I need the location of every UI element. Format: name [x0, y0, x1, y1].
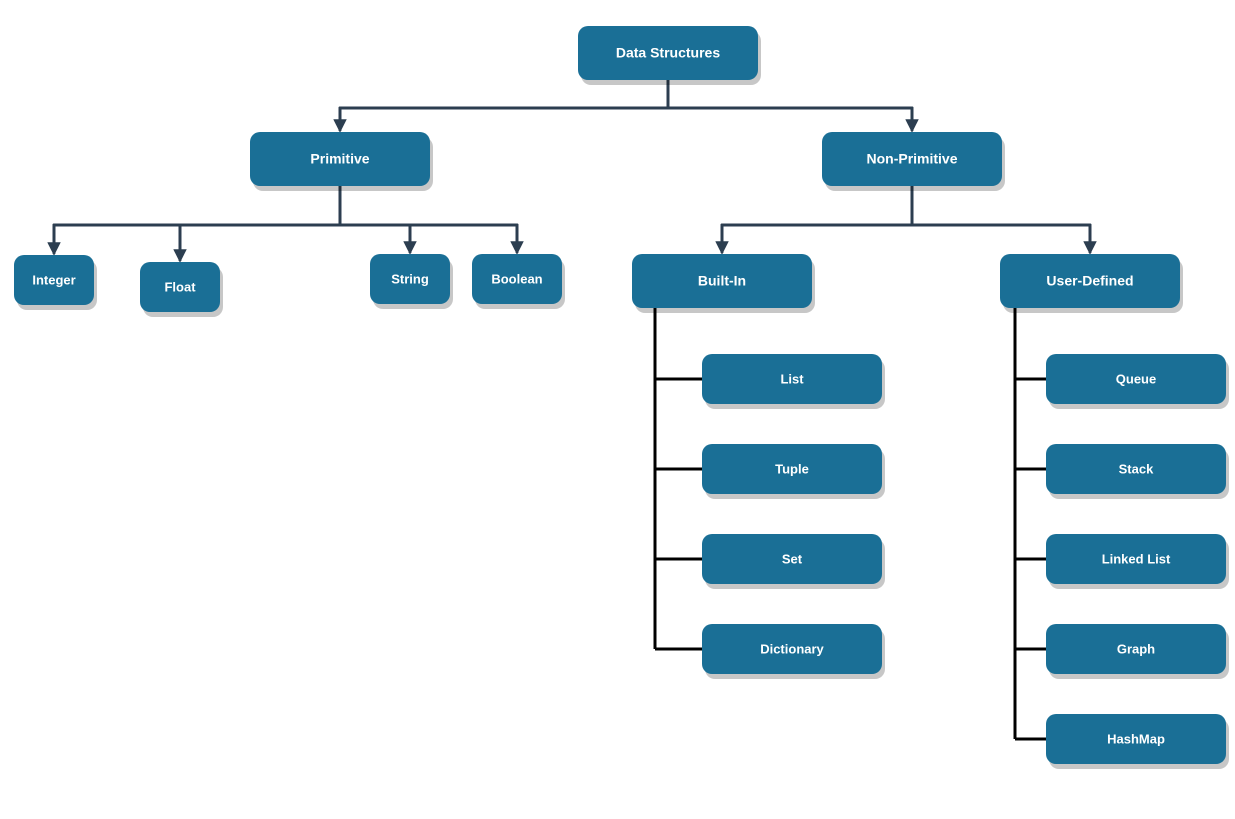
node-nonprim: Non-Primitive — [822, 132, 1005, 191]
node-nonprim-label: Non-Primitive — [866, 151, 957, 167]
node-tuple-label: Tuple — [775, 461, 809, 476]
node-queue-label: Queue — [1116, 371, 1156, 386]
node-set: Set — [702, 534, 885, 589]
node-hashmap-label: HashMap — [1107, 731, 1165, 746]
node-boolean-label: Boolean — [491, 271, 542, 286]
node-stack: Stack — [1046, 444, 1229, 499]
node-set-label: Set — [782, 551, 803, 566]
node-float-label: Float — [164, 279, 196, 294]
node-primitive-label: Primitive — [310, 151, 369, 167]
node-float: Float — [140, 262, 223, 317]
node-integer: Integer — [14, 255, 97, 310]
node-boolean: Boolean — [472, 254, 565, 309]
node-primitive: Primitive — [250, 132, 433, 191]
node-integer-label: Integer — [32, 272, 75, 287]
node-root-label: Data Structures — [616, 45, 720, 61]
node-list-label: List — [780, 371, 804, 386]
node-tuple: Tuple — [702, 444, 885, 499]
node-builtin: Built-In — [632, 254, 815, 313]
node-stack-label: Stack — [1119, 461, 1154, 476]
node-dictionary: Dictionary — [702, 624, 885, 679]
node-root: Data Structures — [578, 26, 761, 85]
node-linkedlist: Linked List — [1046, 534, 1229, 589]
node-string: String — [370, 254, 453, 309]
node-hashmap: HashMap — [1046, 714, 1229, 769]
diagram-canvas: Data Structures Primitive Non-Primitive Int… — [0, 0, 1235, 819]
node-builtin-label: Built-In — [698, 273, 746, 289]
node-graph-label: Graph — [1117, 641, 1155, 656]
node-list: List — [702, 354, 885, 409]
node-linkedlist-label: Linked List — [1102, 551, 1171, 566]
nodes-layer: Data Structures Primitive Non-Primitive Int… — [14, 26, 1229, 769]
node-userdef: User-Defined — [1000, 254, 1183, 313]
node-string-label: String — [391, 271, 429, 286]
node-dictionary-label: Dictionary — [760, 641, 824, 656]
node-userdef-label: User-Defined — [1046, 273, 1133, 289]
node-graph: Graph — [1046, 624, 1229, 679]
node-queue: Queue — [1046, 354, 1229, 409]
